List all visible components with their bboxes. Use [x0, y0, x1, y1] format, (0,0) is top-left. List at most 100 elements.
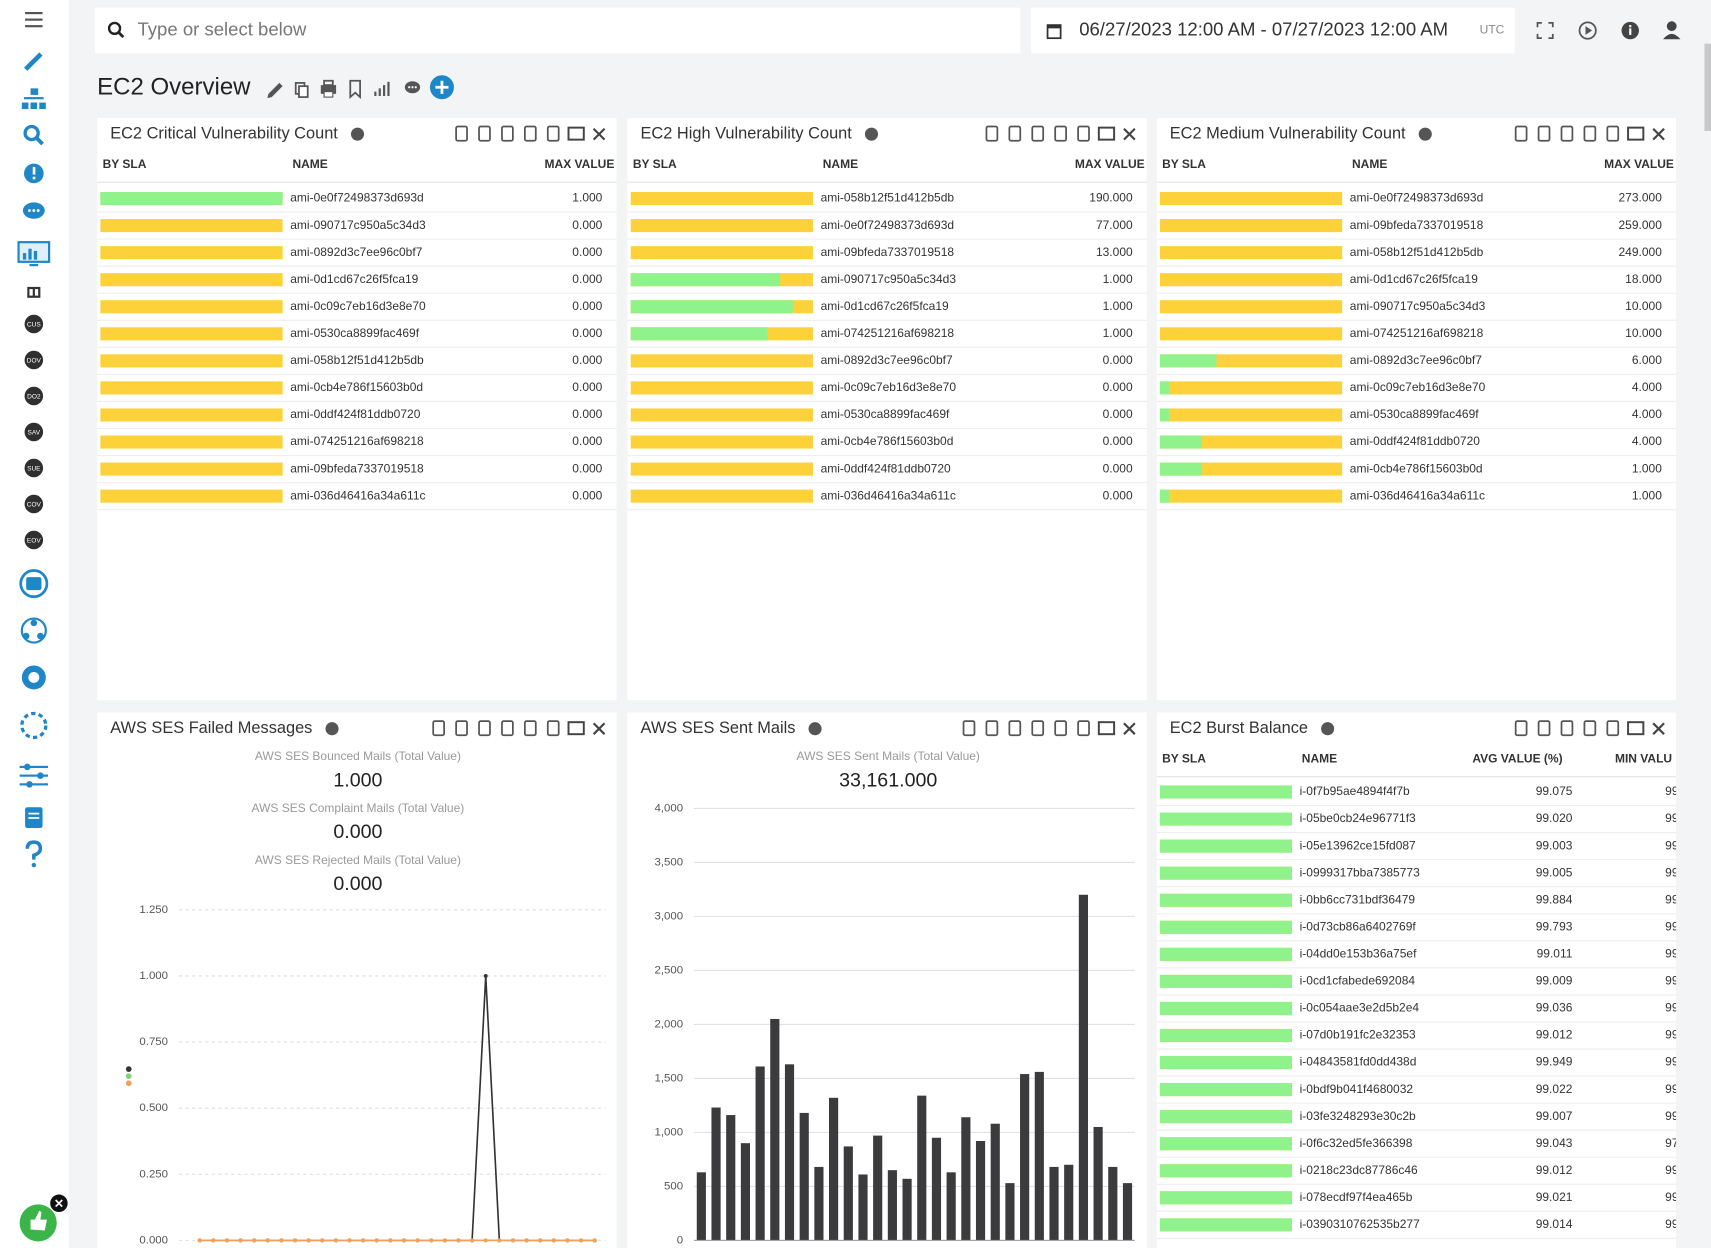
- panel-action-button[interactable]: [501, 125, 514, 142]
- panel-action-button[interactable]: [523, 125, 537, 142]
- panel-action-button[interactable]: [1606, 720, 1620, 737]
- bookmark-button[interactable]: [349, 79, 361, 100]
- column-header[interactable]: AVG VALUE (%): [1472, 751, 1562, 765]
- panel-action-button[interactable]: [478, 125, 491, 142]
- info-icon[interactable]: [350, 127, 365, 141]
- sidebar-badge[interactable]: DOV: [24, 350, 44, 370]
- info-icon[interactable]: [1321, 722, 1335, 736]
- print-button[interactable]: [320, 79, 337, 98]
- chat-icon[interactable]: [22, 202, 45, 219]
- sidebar-badge[interactable]: COV: [24, 494, 44, 514]
- panel-action-button[interactable]: [985, 125, 999, 142]
- panel-action-button[interactable]: [1560, 125, 1574, 142]
- info-icon[interactable]: [1418, 127, 1432, 141]
- panel-action-button[interactable]: [1537, 125, 1551, 142]
- panel-action-button[interactable]: [1514, 720, 1528, 737]
- grid-icon[interactable]: [27, 286, 41, 298]
- maximize-button[interactable]: [1627, 721, 1645, 736]
- book-icon[interactable]: [25, 807, 43, 828]
- column-header[interactable]: BY SLA: [103, 157, 147, 171]
- panel-action-button[interactable]: [1077, 720, 1090, 737]
- panel-action-button[interactable]: [1031, 125, 1045, 142]
- sidebar-badge[interactable]: EOV: [24, 530, 44, 550]
- edit-button[interactable]: [267, 82, 283, 99]
- panel-action-button[interactable]: [1077, 125, 1090, 142]
- menu-icon[interactable]: [25, 12, 43, 28]
- play-button[interactable]: [1578, 21, 1597, 40]
- panel-action-button[interactable]: [1008, 125, 1022, 142]
- column-header[interactable]: BY SLA: [633, 157, 677, 171]
- date-range-box[interactable]: [1031, 7, 1515, 54]
- support-icon[interactable]: [19, 569, 49, 599]
- hierarchy-icon[interactable]: [21, 88, 46, 110]
- panel-action-button[interactable]: [478, 720, 491, 737]
- sidebar-badge[interactable]: CUS: [24, 314, 44, 334]
- column-header[interactable]: NAME: [1302, 751, 1337, 765]
- copy-button[interactable]: [294, 82, 309, 98]
- maximize-button[interactable]: [567, 721, 585, 736]
- loader-icon[interactable]: [20, 711, 48, 740]
- panel-action-button[interactable]: [1514, 125, 1528, 142]
- panel-action-button[interactable]: [546, 720, 560, 737]
- panel-action-button[interactable]: [501, 720, 514, 737]
- maximize-button[interactable]: [1097, 126, 1116, 141]
- panel-action-button[interactable]: [1031, 720, 1045, 737]
- panel-action-button[interactable]: [985, 720, 999, 737]
- column-header[interactable]: BY SLA: [1162, 157, 1206, 171]
- panel-action-button[interactable]: [523, 720, 537, 737]
- close-button[interactable]: [1123, 127, 1136, 141]
- monitor-icon[interactable]: [17, 241, 51, 267]
- panel-action-button[interactable]: [1583, 720, 1597, 737]
- sidebar-badge[interactable]: DO2: [24, 386, 44, 406]
- column-header[interactable]: NAME: [823, 157, 858, 171]
- panel-action-button[interactable]: [455, 720, 468, 737]
- info-icon[interactable]: [808, 722, 822, 736]
- sidebar-badge[interactable]: SUE: [24, 458, 44, 478]
- column-header[interactable]: MAX VALUE: [1604, 157, 1674, 171]
- network-icon[interactable]: [20, 617, 47, 644]
- add-widget-button[interactable]: [429, 75, 454, 100]
- column-header[interactable]: NAME: [292, 157, 327, 171]
- search-icon[interactable]: [23, 124, 44, 146]
- maximize-button[interactable]: [1097, 721, 1116, 736]
- help-icon[interactable]: [25, 840, 43, 868]
- fullscreen-button[interactable]: [1536, 22, 1554, 40]
- panel-action-button[interactable]: [1008, 720, 1022, 737]
- panel-action-button[interactable]: [1560, 720, 1574, 737]
- alert-icon[interactable]: [24, 163, 44, 184]
- panel-action-button[interactable]: [455, 125, 468, 142]
- info-icon[interactable]: [325, 722, 339, 736]
- panel-action-button[interactable]: [432, 720, 445, 737]
- column-header[interactable]: MAX VALUE: [545, 157, 615, 171]
- column-header[interactable]: NAME: [1352, 157, 1387, 171]
- panel-action-button[interactable]: [1054, 125, 1067, 142]
- sliders-icon[interactable]: [19, 763, 49, 788]
- close-button[interactable]: [1652, 722, 1665, 735]
- panel-action-button[interactable]: [962, 720, 976, 737]
- close-button[interactable]: [1123, 722, 1136, 735]
- signal-button[interactable]: [374, 81, 390, 96]
- panel-action-button[interactable]: [1537, 720, 1551, 737]
- scrollbar[interactable]: [1704, 43, 1711, 131]
- panel-action-button[interactable]: [1606, 125, 1620, 142]
- sidebar-badge[interactable]: SAV: [24, 422, 44, 442]
- close-button[interactable]: [592, 722, 606, 735]
- info-button[interactable]: [1621, 21, 1639, 40]
- feedback-button[interactable]: [19, 1194, 68, 1242]
- column-header[interactable]: MAX VALUE: [1075, 157, 1145, 171]
- info-icon[interactable]: [864, 127, 879, 141]
- user-button[interactable]: [1662, 21, 1681, 40]
- maximize-button[interactable]: [1627, 126, 1645, 141]
- settings-icon[interactable]: [21, 665, 46, 690]
- close-button[interactable]: [592, 127, 606, 141]
- panel-action-button[interactable]: [1054, 720, 1067, 737]
- search-box[interactable]: [94, 7, 1021, 54]
- wand-icon[interactable]: [24, 52, 43, 71]
- comment-button[interactable]: [404, 81, 421, 94]
- panel-action-button[interactable]: [1583, 125, 1597, 142]
- column-header[interactable]: BY SLA: [1162, 751, 1206, 765]
- column-header[interactable]: MIN VALU: [1615, 751, 1672, 765]
- close-button[interactable]: [1652, 127, 1665, 141]
- maximize-button[interactable]: [567, 126, 585, 141]
- panel-action-button[interactable]: [546, 125, 560, 142]
